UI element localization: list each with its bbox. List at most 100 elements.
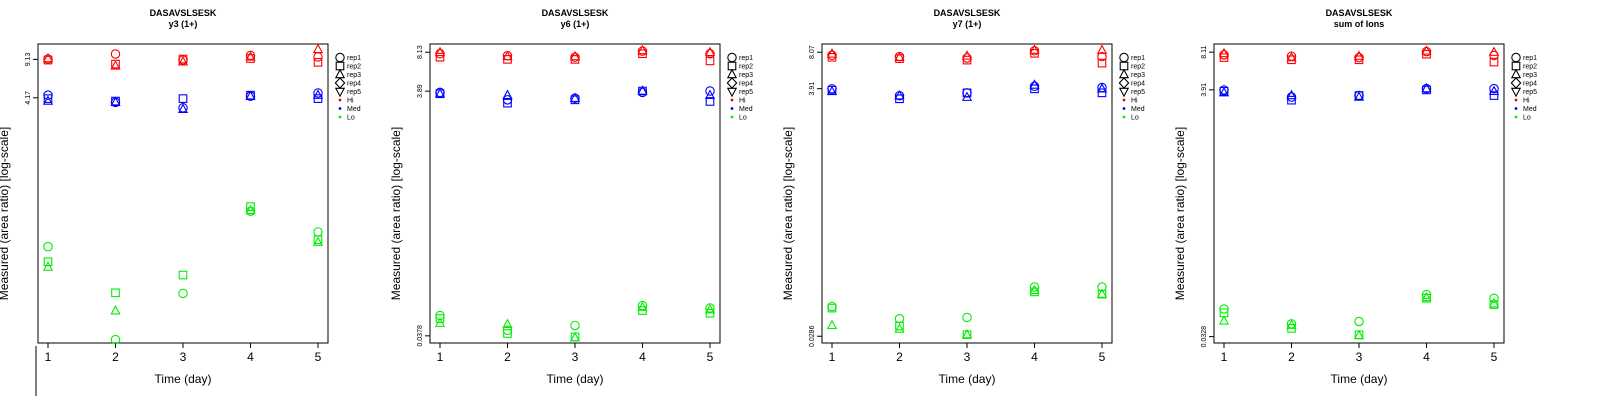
data-point: [177, 55, 189, 66]
data-point: [434, 46, 446, 57]
legend-symbol-rep3: [726, 68, 738, 79]
data-point: [1218, 315, 1230, 325]
x-axis-label: Time (day): [939, 372, 996, 386]
legend-label: rep5: [1131, 89, 1145, 96]
y-tick-label: 8.11: [1201, 46, 1208, 59]
data-point: [1097, 58, 1107, 68]
legend-symbol-rep5: [1510, 87, 1522, 98]
data-point: [1353, 91, 1365, 101]
data-point: [43, 241, 53, 252]
y-tick-label: 4.17: [25, 91, 32, 105]
data-point: [705, 48, 715, 59]
data-point: [962, 53, 972, 63]
data-point: [569, 331, 581, 342]
data-point: [705, 86, 715, 96]
data-point: [435, 314, 445, 323]
data-point: [43, 94, 53, 103]
series-med: [434, 85, 716, 108]
data-point: [1421, 82, 1432, 93]
data-point: [894, 89, 905, 100]
legend-label: Med: [1523, 106, 1537, 113]
legend-label: rep4: [1523, 81, 1537, 88]
x-axis-label: Time (day): [155, 372, 212, 386]
legend-label: Lo: [1131, 115, 1139, 122]
legend-symbol-rep1: [1119, 52, 1129, 63]
legend-symbol-rep3: [334, 68, 346, 79]
data-point: [826, 85, 838, 96]
chart-subtitle: y6 (1+): [561, 19, 590, 29]
data-point: [569, 92, 581, 102]
data-point: [1096, 83, 1108, 93]
x-tick-label: 3: [964, 350, 971, 364]
x-axis-label: Time (day): [1331, 372, 1388, 386]
y-axis-label: Measured (area ratio) [log-scale]: [781, 127, 795, 300]
legend-label: Lo: [1523, 115, 1531, 122]
data-point: [1488, 297, 1500, 308]
data-point: [1097, 282, 1107, 292]
legend-label: rep1: [1131, 55, 1145, 62]
data-point: [1218, 47, 1230, 58]
legend-symbol-rep5: [1118, 87, 1130, 98]
data-point: [637, 301, 648, 311]
legend-label: Med: [1131, 106, 1145, 113]
data-point: [313, 235, 323, 245]
legend-label: Hi: [739, 98, 746, 105]
data-point: [962, 55, 972, 65]
legend-label: rep4: [1131, 81, 1145, 88]
legend-symbol-rep2: [335, 61, 345, 71]
data-point: [178, 270, 188, 280]
legend-symbol-rep4: [1510, 77, 1522, 89]
data-point: [503, 329, 512, 338]
data-point: [1287, 95, 1296, 105]
data-point: [704, 303, 716, 314]
x-tick-label: 1: [437, 350, 444, 364]
data-point: [312, 43, 324, 54]
data-point: [1030, 287, 1039, 297]
series-lo: [434, 300, 716, 342]
x-tick-label: 1: [45, 350, 52, 364]
x-tick-label: 4: [247, 350, 254, 364]
data-point: [177, 103, 189, 113]
series-hi: [826, 44, 1108, 68]
x-tick-label: 5: [707, 350, 714, 364]
x-tick-label: 5: [315, 350, 322, 364]
data-point: [962, 88, 972, 98]
legend-label: rep3: [739, 72, 753, 79]
legend-label: rep5: [347, 89, 361, 96]
data-point: [503, 98, 512, 108]
data-point: [570, 320, 580, 331]
y-axis-label: Measured (area ratio) [log-scale]: [389, 127, 403, 300]
legend-dot-lo: [338, 115, 342, 119]
data-point: [502, 89, 513, 99]
legend-dot-hi: [338, 98, 342, 102]
series-med: [826, 79, 1108, 104]
data-point: [110, 96, 121, 107]
legend-label: rep5: [1523, 89, 1537, 96]
y-tick-label: 0.0328: [1201, 326, 1208, 348]
x-tick-label: 5: [1491, 350, 1498, 364]
y-tick-label: 9.13: [25, 52, 32, 66]
legend-label: Hi: [347, 98, 354, 105]
data-point: [178, 94, 188, 103]
x-tick-label: 3: [572, 350, 579, 364]
data-point: [111, 288, 120, 298]
y-tick-label: 3.91: [809, 82, 816, 96]
data-point: [42, 95, 54, 105]
data-point: [312, 236, 324, 246]
legend-label: Med: [347, 106, 361, 113]
data-point: [1029, 282, 1040, 292]
data-point: [637, 44, 648, 55]
legend-label: rep1: [739, 55, 753, 62]
data-point: [1029, 44, 1040, 54]
legend-label: rep5: [739, 89, 753, 96]
chart-subtitle: y3 (1+): [169, 19, 198, 29]
data-point: [110, 49, 121, 59]
legend-symbol-rep4: [334, 77, 346, 89]
legend-label: Hi: [1523, 98, 1530, 105]
data-point: [827, 301, 837, 312]
data-point: [1489, 293, 1499, 304]
data-point: [961, 91, 973, 101]
